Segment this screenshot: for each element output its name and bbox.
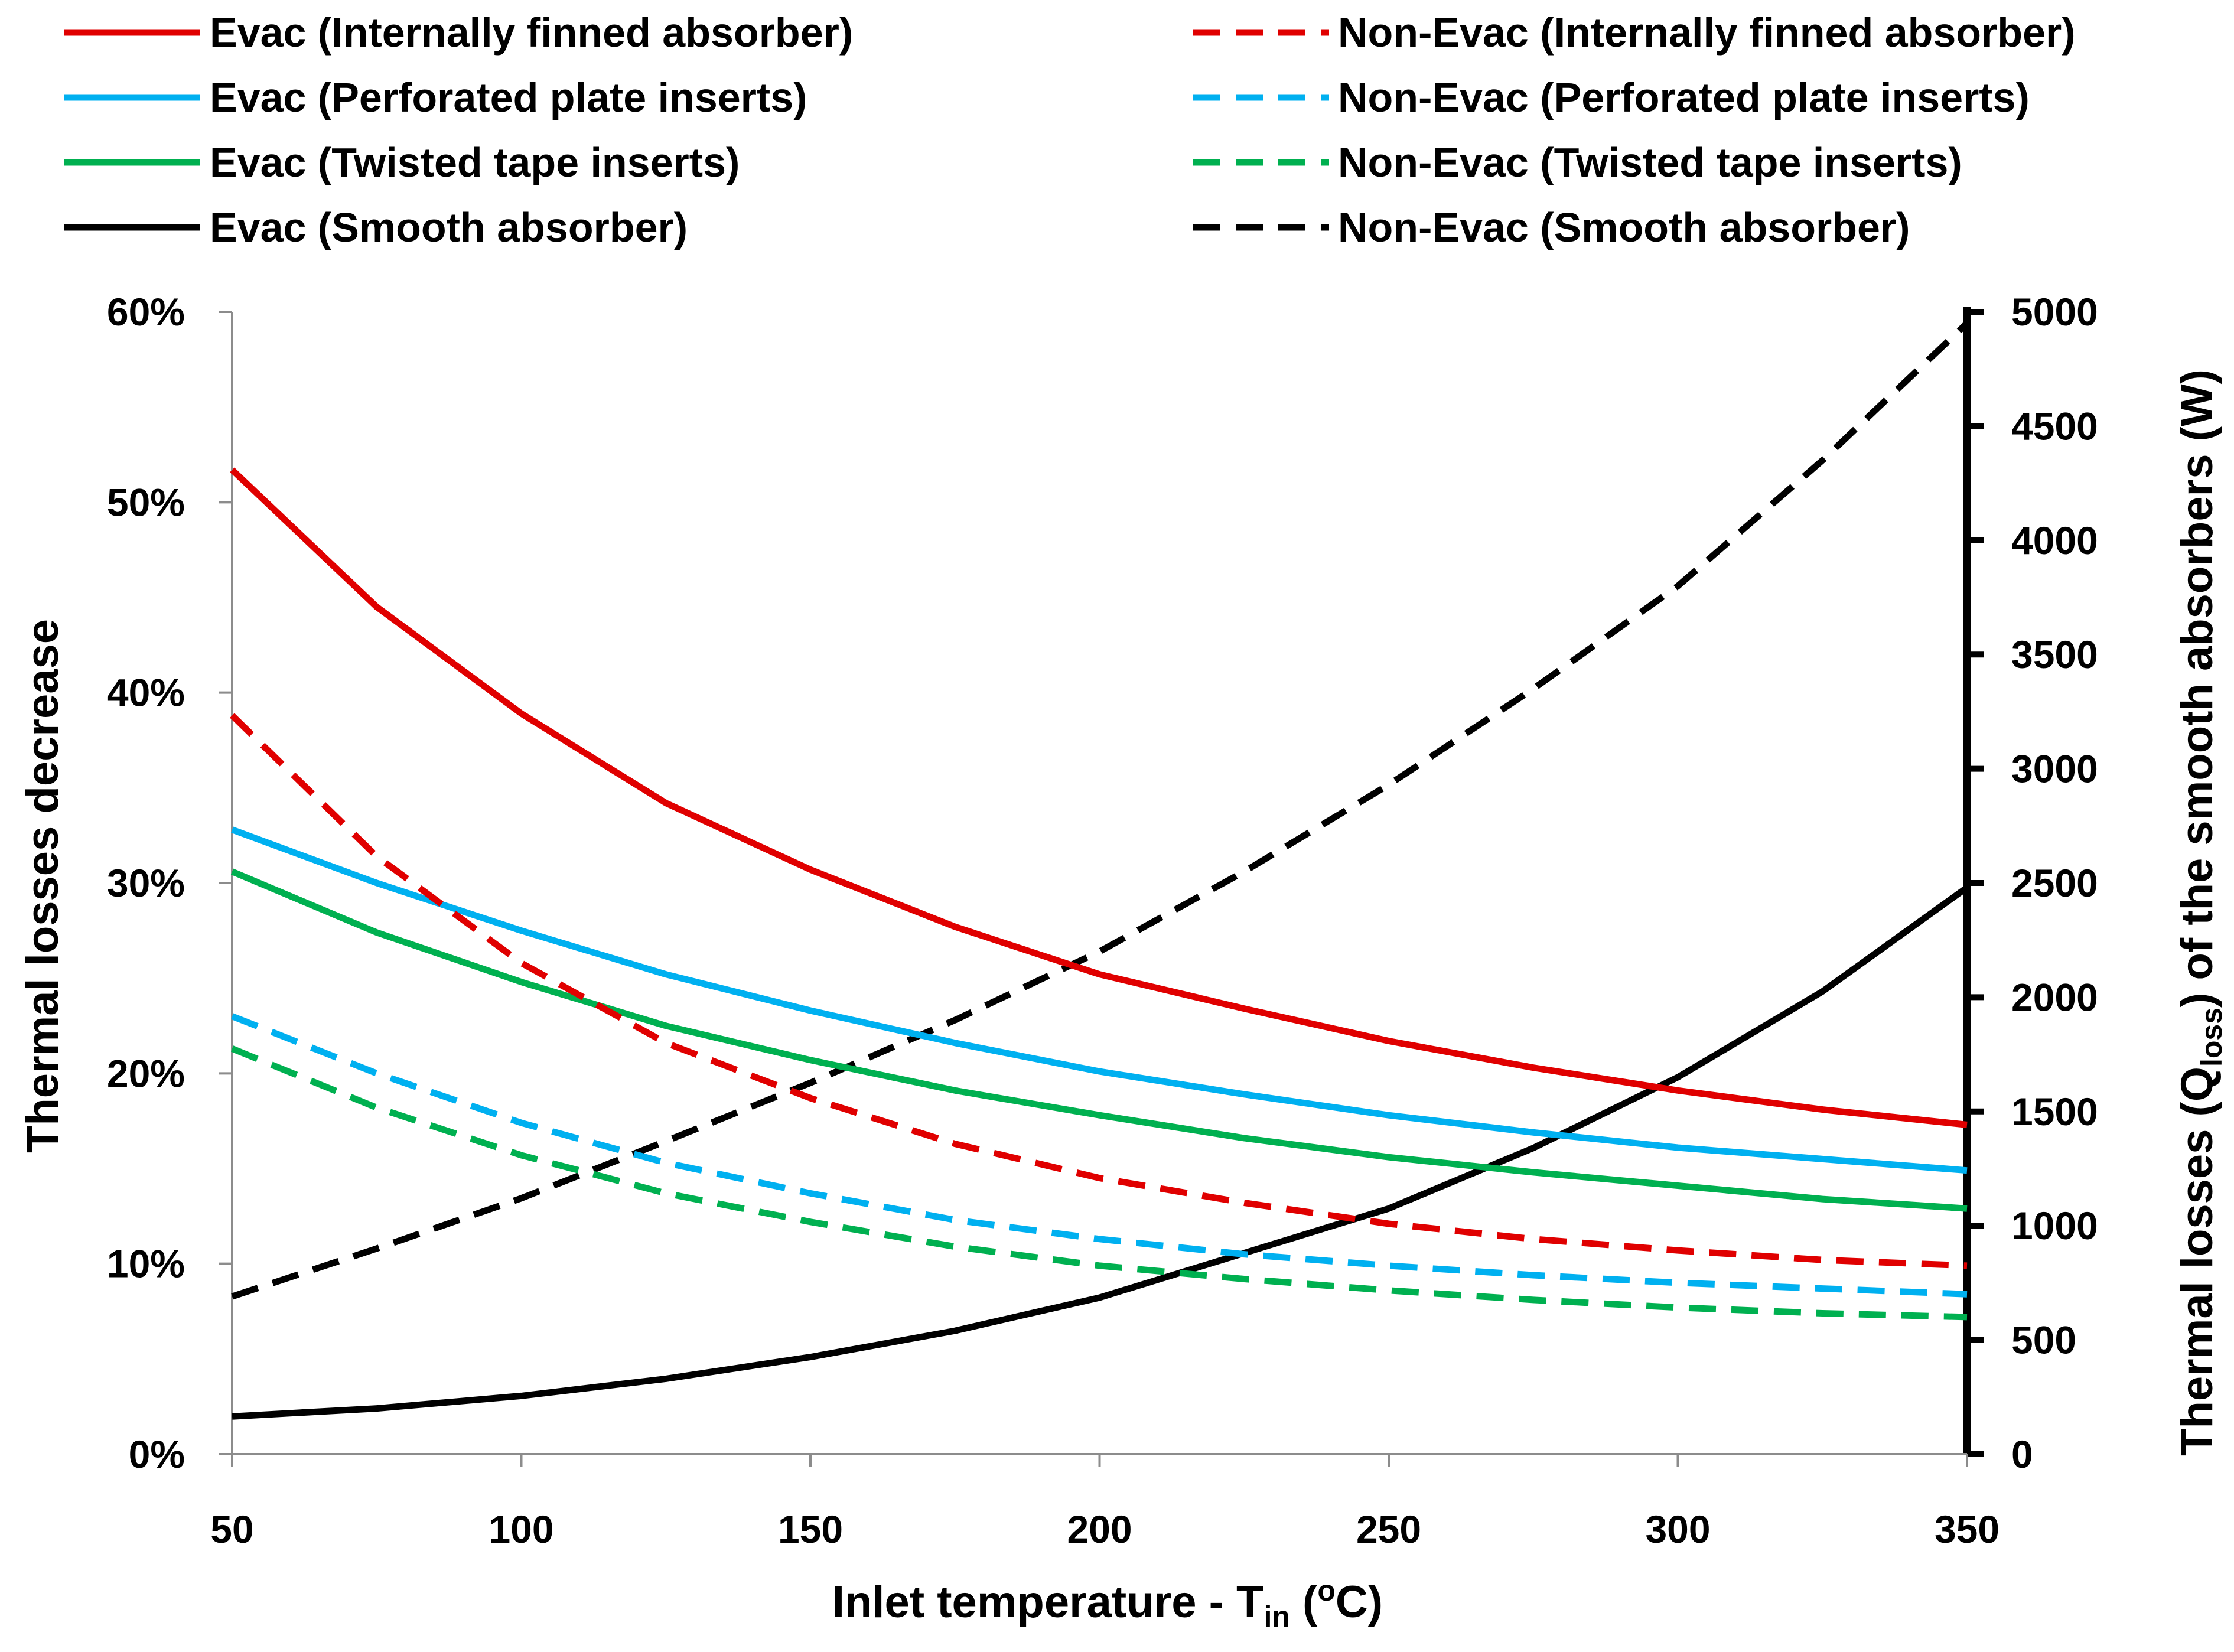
left-tick-label: 50% xyxy=(107,480,185,524)
right-tick-label: 500 xyxy=(2011,1318,2076,1362)
y-right-axis-title: Thermal losses (Qloss) of the smooth abs… xyxy=(2172,369,2228,1456)
x-title-sup: o xyxy=(1317,1574,1336,1607)
y-right-title-post: ) of the smooth absorbers (W) xyxy=(2172,369,2222,1008)
x-tick-label: 200 xyxy=(1067,1507,1132,1551)
left-tick-label: 60% xyxy=(107,290,185,334)
legend-label: Evac (Smooth absorber) xyxy=(210,204,688,250)
left-tick-label: 40% xyxy=(107,671,185,715)
x-axis: 50 100 150 200 250 300 350 xyxy=(210,1453,1999,1551)
right-tick-label: 1500 xyxy=(2011,1090,2098,1133)
y-right-title-pre: Thermal losses (Q xyxy=(2172,1067,2222,1456)
legend-label: Non-Evac (Smooth absorber) xyxy=(1338,204,1910,250)
x-title-main: Inlet temperature - T xyxy=(832,1577,1264,1627)
x-tick-label: 350 xyxy=(1935,1507,1999,1551)
left-tick-label: 30% xyxy=(107,861,185,905)
legend-label: Non-Evac (Twisted tape inserts) xyxy=(1338,139,1962,185)
left-y-axis: 0% 10% 20% 30% 40% 50% 60% xyxy=(107,290,233,1476)
x-tick-label: 100 xyxy=(489,1507,553,1551)
left-tick-label: 10% xyxy=(107,1242,185,1286)
right-tick-label: 1000 xyxy=(2011,1204,2098,1247)
y-right-title-sub: loss xyxy=(2195,1008,2228,1067)
x-tick-label: 250 xyxy=(1356,1507,1421,1551)
series-line-evac-perforated-plate-inserts xyxy=(231,826,1968,1174)
series-layer xyxy=(230,321,1969,1420)
series-line-non-evac-perforated-plate-inserts xyxy=(230,1013,1968,1298)
x-tick-label: 150 xyxy=(778,1507,843,1551)
legend-label: Non-Evac (Internally finned absorber) xyxy=(1338,9,2076,56)
x-title-sub: in xyxy=(1263,1600,1289,1633)
legend-label: Evac (Twisted tape inserts) xyxy=(210,139,740,185)
x-title-open: ( xyxy=(1290,1577,1318,1627)
right-tick-label: 4500 xyxy=(2011,404,2098,448)
right-tick-label: 2000 xyxy=(2011,975,2098,1019)
x-axis-title: Inlet temperature - Tin (oC) xyxy=(832,1574,1383,1633)
right-tick-label: 5000 xyxy=(2011,290,2098,334)
legend-label: Evac (Perforated plate inserts) xyxy=(210,74,807,120)
right-tick-label: 4000 xyxy=(2011,519,2098,562)
series-line-evac-twisted-tape-inserts xyxy=(230,868,1968,1212)
right-tick-label: 3500 xyxy=(2011,633,2098,676)
series-line-non-evac-internally-finned-absorber xyxy=(230,713,1968,1269)
legend-label: Evac (Internally finned absorber) xyxy=(210,9,853,56)
legend-label: Non-Evac (Perforated plate inserts) xyxy=(1338,74,2030,120)
right-tick-label: 0 xyxy=(2011,1432,2033,1476)
x-title-close: C) xyxy=(1336,1577,1383,1627)
left-tick-label: 0% xyxy=(129,1432,185,1476)
series-line-evac-internally-finned-absorber xyxy=(230,467,1968,1128)
x-tick-label: 300 xyxy=(1645,1507,1710,1551)
right-y-axis: 0 500 1000 1500 2000 2500 3000 3500 4000 4500 5000 xyxy=(1963,290,2098,1476)
right-tick-label: 2500 xyxy=(2011,861,2098,905)
legend: Evac (Internally finned absorber) Non-Eva… xyxy=(64,9,2076,250)
series-line-non-evac-smooth-absorber xyxy=(231,321,1969,1300)
x-tick-label: 50 xyxy=(210,1507,253,1551)
series-line-non-evac-twisted-tape-inserts xyxy=(230,1045,1968,1321)
series-line-evac-smooth-absorber xyxy=(232,885,1969,1420)
left-tick-label: 20% xyxy=(107,1051,185,1095)
right-tick-label: 3000 xyxy=(2011,747,2098,791)
y-left-axis-title: Thermal losses decrease xyxy=(18,619,68,1153)
